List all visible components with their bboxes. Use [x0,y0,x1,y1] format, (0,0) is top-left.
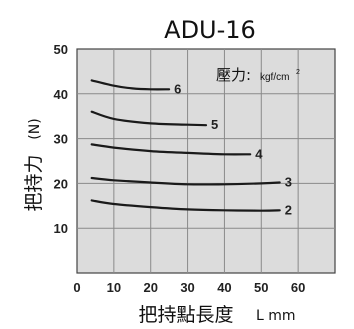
series-curves [90,79,281,212]
x-axis-unit: L mm [256,308,296,324]
legend: 壓力: kgf/cm 2 [216,66,300,84]
series-curve-3 [90,176,281,186]
y-tick-label: 30 [54,132,68,147]
series-label-3: 3 [285,175,292,190]
series-label-4: 4 [255,146,263,161]
series-curve-6 [90,79,171,91]
legend-unit-power: 2 [296,69,300,76]
chart-title: ADU-16 [164,16,256,44]
y-tick-label: 40 [54,87,68,102]
series-label-2: 2 [285,202,292,217]
y-axis-label: 把持力 (N) [23,118,45,211]
legend-unit: kgf/cm [260,72,289,83]
x-tick-label: 20 [143,280,157,295]
legend-label: 壓力: [216,66,251,84]
series-labels: 6 5 4 3 2 [174,81,292,217]
y-axis-unit: (N) [27,118,43,139]
y-axis-title: 把持力 [23,154,45,211]
series-curve-5 [90,110,208,127]
x-tick-label: 60 [291,280,305,295]
series-label-5: 5 [211,117,218,132]
y-tick-label: 50 [54,42,68,57]
x-tick-label: 30 [180,280,194,295]
x-tick-label: 40 [217,280,231,295]
plot-area [76,48,336,274]
series-label-6: 6 [174,81,181,96]
y-tick-label: 10 [54,221,68,236]
x-tick-label: 10 [107,280,121,295]
x-tick-labels: 0 10 20 30 40 50 60 [73,280,305,295]
y-tick-label: 20 [54,176,68,191]
y-tick-labels: 10 20 30 40 50 [54,42,68,236]
series-curve-4 [90,143,252,156]
x-axis-label: 把持點長度 L mm [138,304,295,326]
x-tick-label: 50 [254,280,268,295]
series-curve-2 [90,199,281,212]
x-axis-title: 把持點長度 [138,304,233,326]
x-tick-label: 0 [73,280,80,295]
gridlines [77,49,335,273]
